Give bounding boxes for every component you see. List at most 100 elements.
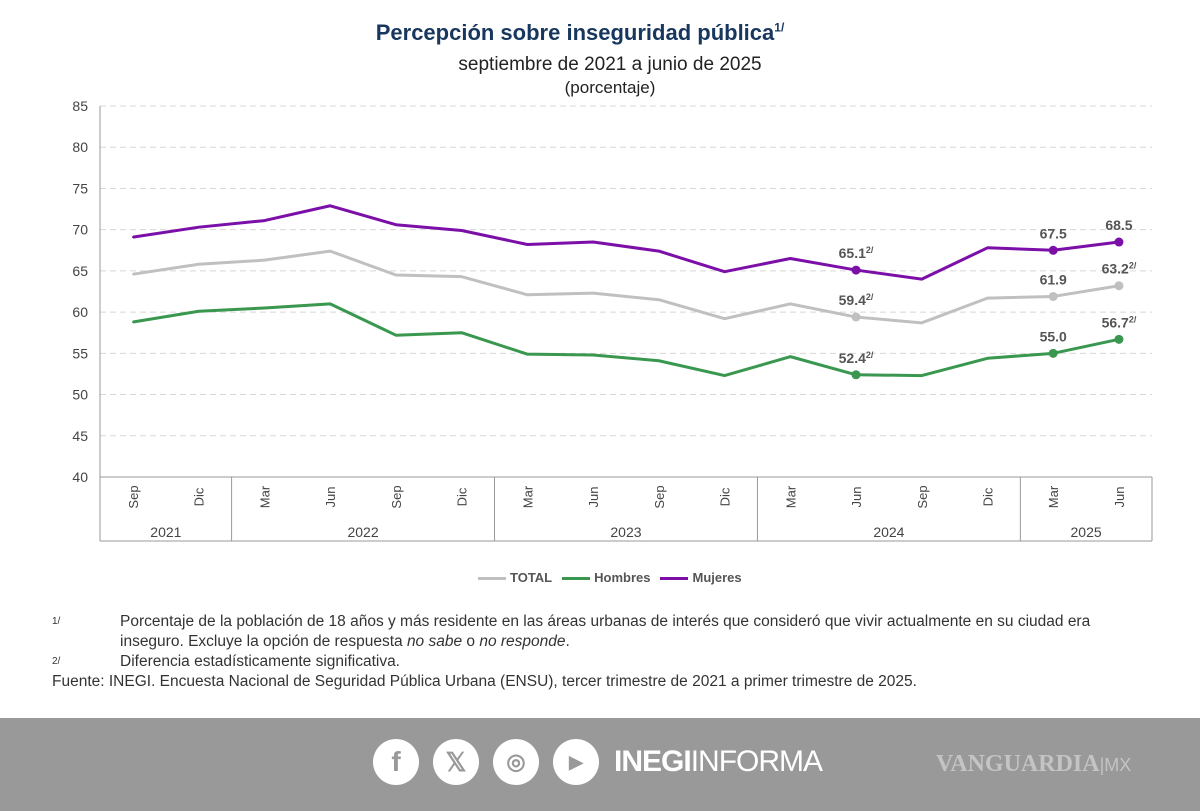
data-label: 56.72/ <box>1102 314 1137 330</box>
data-label-note: 2/ <box>1129 314 1137 324</box>
data-point <box>460 229 463 232</box>
data-point <box>789 355 792 358</box>
data-label: 65.12/ <box>839 245 874 261</box>
data-point <box>394 223 397 226</box>
data-point <box>657 359 660 362</box>
footnote-2: 2/Diferencia estadísticamente significat… <box>52 653 400 670</box>
highlighted-point <box>1048 291 1058 301</box>
x-tick-label: Dic <box>455 487 470 506</box>
data-point <box>526 293 529 296</box>
data-point <box>197 263 200 266</box>
legend-mujeres: Mujeres <box>660 570 742 585</box>
x-tick-label: Dic <box>192 487 207 506</box>
x-tick-label: Sep <box>126 485 141 508</box>
year-label: 2025 <box>1071 524 1102 540</box>
highlighted-point <box>851 265 861 275</box>
line-chart: 40 45 50 55 60 65 70 75 80 85 Sep Dic Mar Jun Sep Dic Ma… <box>72 98 1153 542</box>
youtube-icon[interactable]: ▶ <box>553 739 599 785</box>
y-tick-label: 65 <box>72 263 88 279</box>
legend-total: TOTAL <box>478 570 552 585</box>
data-point <box>132 236 134 239</box>
x-tick-label: Sep <box>389 485 404 508</box>
data-label: 55.0 <box>1040 328 1067 344</box>
x-icon[interactable]: 𝕏 <box>433 739 479 785</box>
legend-hombres: Hombres <box>562 570 650 585</box>
year-label: 2021 <box>150 524 181 540</box>
highlighted-point <box>1114 237 1124 247</box>
data-point <box>329 250 332 253</box>
data-point <box>197 226 200 229</box>
year-label: 2022 <box>347 524 378 540</box>
y-tick-label: 70 <box>72 222 88 238</box>
data-point <box>723 270 726 273</box>
x-tick-label: Mar <box>520 485 535 508</box>
data-point <box>986 357 989 360</box>
y-tick-label: 45 <box>72 428 88 444</box>
data-label-note: 2/ <box>866 292 874 302</box>
data-label-note: 2/ <box>1129 261 1137 271</box>
instagram-icon[interactable]: ◎ <box>493 739 539 785</box>
data-point <box>197 310 200 313</box>
y-tick-label: 75 <box>72 180 88 196</box>
year-label: 2023 <box>610 524 641 540</box>
data-point <box>526 243 529 246</box>
data-label: 61.9 <box>1040 271 1067 287</box>
highlighted-point <box>1114 334 1124 344</box>
x-tick-label: Dic <box>718 487 733 506</box>
chart-unit: (porcentaje) <box>564 78 656 97</box>
data-point <box>920 374 923 377</box>
data-point <box>263 306 266 309</box>
data-point <box>263 219 266 222</box>
source: Fuente: INEGI. Encuesta Nacional de Segu… <box>52 673 917 690</box>
footnote-1: 1/Porcentaje de la población de 18 años … <box>52 613 1091 650</box>
data-point <box>657 250 660 253</box>
data-label: 68.5 <box>1105 217 1132 233</box>
facebook-icon[interactable]: f <box>373 739 419 785</box>
x-tick-label: Jun <box>323 487 338 508</box>
footnotes: 1/Porcentaje de la población de 18 años … <box>52 612 1152 692</box>
y-tick-label: 85 <box>72 98 88 114</box>
data-label-note: 2/ <box>866 245 874 255</box>
data-point <box>526 353 529 356</box>
y-tick-label: 60 <box>72 304 88 320</box>
data-point <box>920 321 923 324</box>
data-point <box>592 292 595 295</box>
series-line-total <box>132 249 1120 325</box>
data-point <box>132 321 134 324</box>
data-point <box>132 273 134 276</box>
data-point <box>986 297 989 300</box>
chart-subtitle: septiembre de 2021 a junio de 2025 <box>458 54 762 75</box>
x-tick-label: Jun <box>1112 487 1127 508</box>
y-tick-label: 40 <box>72 469 88 485</box>
highlighted-point <box>851 370 861 380</box>
highlighted-point <box>851 312 861 322</box>
data-point <box>329 204 332 207</box>
series-line-mujeres <box>132 204 1120 281</box>
data-point <box>394 334 397 337</box>
data-point <box>460 331 463 334</box>
data-point <box>789 302 792 305</box>
x-tick-label: Sep <box>915 485 930 508</box>
y-tick-label: 55 <box>72 345 88 361</box>
data-point <box>394 274 397 277</box>
y-tick-label: 50 <box>72 387 88 403</box>
data-point <box>592 353 595 356</box>
x-tick-label: Jun <box>586 487 601 508</box>
data-point <box>657 298 660 301</box>
data-point <box>329 302 332 305</box>
data-point <box>789 257 792 260</box>
data-point <box>592 241 595 244</box>
x-tick-label: Mar <box>257 485 272 508</box>
data-label: 63.22/ <box>1102 261 1137 277</box>
legend: TOTAL Hombres Mujeres <box>478 570 742 585</box>
data-point <box>920 278 923 281</box>
data-label: 59.42/ <box>839 292 874 308</box>
x-tick-label: Mar <box>783 485 798 508</box>
data-point <box>460 275 463 278</box>
data-point <box>723 317 726 320</box>
data-label-note: 2/ <box>866 350 874 360</box>
vanguardia-watermark: VANGUARDIA|MX <box>936 751 1132 777</box>
highlighted-point <box>1048 348 1058 358</box>
x-tick-label: Dic <box>980 487 995 506</box>
data-point <box>986 246 989 249</box>
